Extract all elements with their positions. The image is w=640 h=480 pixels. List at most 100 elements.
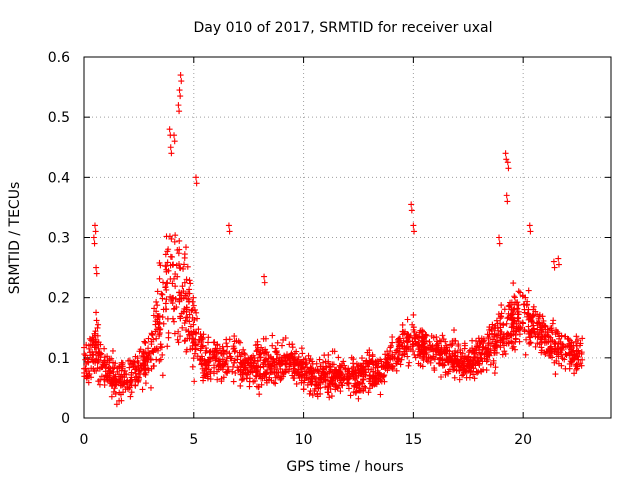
data-point <box>168 297 175 304</box>
data-point <box>395 341 402 348</box>
x-tick-label: 0 <box>80 432 89 448</box>
data-point <box>558 345 565 352</box>
data-point <box>352 389 359 396</box>
data-point <box>411 228 418 235</box>
data-point <box>224 363 231 370</box>
y-tick-label: 0.1 <box>48 351 70 367</box>
x-tick-label: 15 <box>404 432 422 448</box>
data-point <box>159 351 166 358</box>
data-point <box>460 364 467 371</box>
data-point <box>535 334 542 341</box>
data-point <box>574 347 581 354</box>
data-point <box>243 375 250 382</box>
data-point <box>94 359 101 366</box>
data-point <box>181 261 188 268</box>
data-point <box>483 358 490 365</box>
data-point <box>171 138 178 145</box>
data-point <box>254 338 261 345</box>
data-point <box>513 324 520 331</box>
data-point <box>514 299 521 306</box>
data-point <box>91 344 98 351</box>
data-point <box>142 339 149 346</box>
data-point <box>491 370 498 377</box>
data-point <box>362 371 369 378</box>
data-point <box>196 357 203 364</box>
x-axis-title: GPS time / hours <box>286 459 403 475</box>
data-point <box>308 378 315 385</box>
data-point <box>430 353 437 360</box>
data-point <box>496 234 503 241</box>
data-point <box>117 391 124 398</box>
data-point <box>456 367 463 374</box>
data-point <box>231 357 238 364</box>
data-point <box>101 382 108 389</box>
data-point <box>495 311 502 318</box>
data-point <box>231 345 238 352</box>
data-point <box>247 354 254 361</box>
data-point <box>193 309 200 316</box>
data-point <box>492 342 499 349</box>
data-point <box>508 338 515 345</box>
data-point <box>223 340 230 347</box>
data-point <box>436 337 443 344</box>
data-point <box>158 290 165 297</box>
data-point <box>345 385 352 392</box>
data-point <box>98 373 105 380</box>
data-point <box>189 363 196 370</box>
data-point <box>227 353 234 360</box>
data-point <box>154 302 161 309</box>
data-point <box>370 377 377 384</box>
data-point <box>411 351 418 358</box>
data-point <box>141 338 148 345</box>
data-points <box>81 72 586 408</box>
data-point <box>265 376 272 383</box>
data-point <box>172 283 179 290</box>
data-point <box>539 321 546 328</box>
data-point <box>141 365 148 372</box>
data-point <box>552 371 559 378</box>
data-point <box>529 312 536 319</box>
data-point <box>190 339 197 346</box>
data-point <box>154 313 161 320</box>
data-point <box>566 350 573 357</box>
data-point <box>442 350 449 357</box>
data-point <box>315 370 322 377</box>
data-point <box>112 375 119 382</box>
data-point <box>127 379 134 386</box>
data-point <box>293 360 300 367</box>
data-point <box>323 364 330 371</box>
data-point <box>200 374 207 381</box>
data-point <box>220 347 227 354</box>
data-point <box>504 159 511 166</box>
data-point <box>462 354 469 361</box>
data-point <box>405 362 412 369</box>
data-point <box>464 356 471 363</box>
data-point <box>510 319 517 326</box>
data-point <box>165 267 172 274</box>
data-point <box>526 334 533 341</box>
data-point <box>205 362 212 369</box>
data-point <box>578 350 585 357</box>
data-point <box>154 288 161 295</box>
data-point <box>409 321 416 328</box>
data-point <box>538 339 545 346</box>
data-point <box>511 293 518 300</box>
data-point <box>431 367 438 374</box>
data-point <box>333 383 340 390</box>
data-point <box>510 328 517 335</box>
data-point <box>130 363 137 370</box>
data-point <box>132 370 139 377</box>
data-point <box>246 383 253 390</box>
data-point <box>313 360 320 367</box>
data-point <box>287 355 294 362</box>
data-point <box>374 367 381 374</box>
data-point <box>171 330 178 337</box>
data-point <box>317 390 324 397</box>
data-point <box>339 360 346 367</box>
data-point <box>176 237 183 244</box>
data-point <box>153 298 160 305</box>
data-point <box>174 336 181 343</box>
data-point <box>172 232 179 239</box>
data-point <box>408 201 415 208</box>
data-point <box>169 280 176 287</box>
